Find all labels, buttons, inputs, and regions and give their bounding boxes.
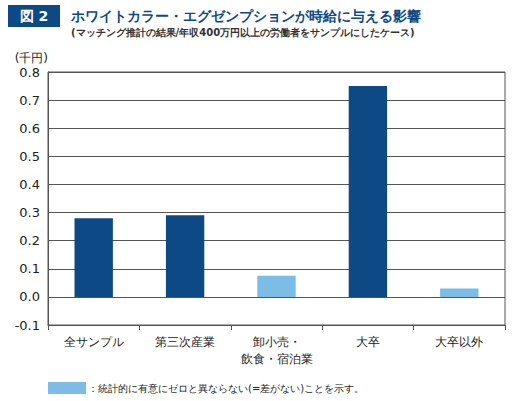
svg-text:0.4: 0.4 [19, 177, 40, 192]
svg-text:ホワイトカラー・エグゼンプションが時給に与える影響: ホワイトカラー・エグゼンプションが時給に与える影響 [70, 8, 421, 24]
svg-text:(マッチング推計の結果/年収400万円以上の労働者をサンプル: (マッチング推計の結果/年収400万円以上の労働者をサンプルにしたケース) [71, 27, 415, 38]
svg-text:0.1: 0.1 [19, 261, 40, 276]
svg-text:大卒以外: 大卒以外 [435, 335, 483, 349]
svg-text:0.0: 0.0 [19, 289, 40, 304]
svg-text:0.5: 0.5 [19, 149, 40, 164]
svg-text:全サンプル: 全サンプル [64, 335, 124, 349]
svg-text:大卒: 大卒 [356, 335, 380, 349]
svg-text:0.7: 0.7 [19, 93, 40, 108]
svg-text:0.2: 0.2 [19, 233, 40, 248]
svg-text:(千円): (千円) [15, 51, 48, 65]
svg-text:飲食・宿泊業: 飲食・宿泊業 [241, 352, 313, 366]
svg-text:0.6: 0.6 [19, 121, 40, 136]
svg-text:卸小売・: 卸小売・ [253, 335, 301, 349]
svg-text:-0.1: -0.1 [15, 318, 40, 333]
svg-text:：統計的に有意にゼロと異ならない(=差がない)ことを示す。: ：統計的に有意にゼロと異ならない(=差がない)ことを示す。 [88, 383, 364, 394]
svg-text:第三次産業: 第三次産業 [155, 335, 215, 349]
svg-text:0.8: 0.8 [19, 65, 40, 80]
svg-text:0.3: 0.3 [19, 205, 40, 220]
svg-text:図 2: 図 2 [20, 8, 49, 24]
